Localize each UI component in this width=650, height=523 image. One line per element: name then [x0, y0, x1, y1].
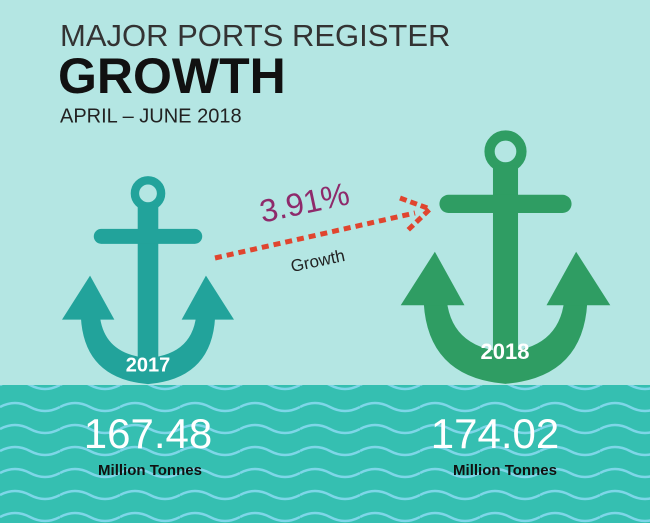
year-label: 2018 [481, 339, 530, 364]
subtitle: APRIL – JUNE 2018 [60, 105, 242, 127]
year-label: 2017 [126, 354, 171, 376]
wave-lines [0, 385, 650, 523]
unit: Million Tonnes [453, 462, 557, 479]
unit: Million Tonnes [98, 462, 202, 479]
growth-arrow [214, 210, 416, 261]
title-line2: GROWTH [58, 48, 286, 104]
value: 174.02 [431, 410, 559, 457]
title-line1: MAJOR PORTS REGISTER [60, 18, 450, 53]
value: 167.48 [84, 410, 212, 457]
